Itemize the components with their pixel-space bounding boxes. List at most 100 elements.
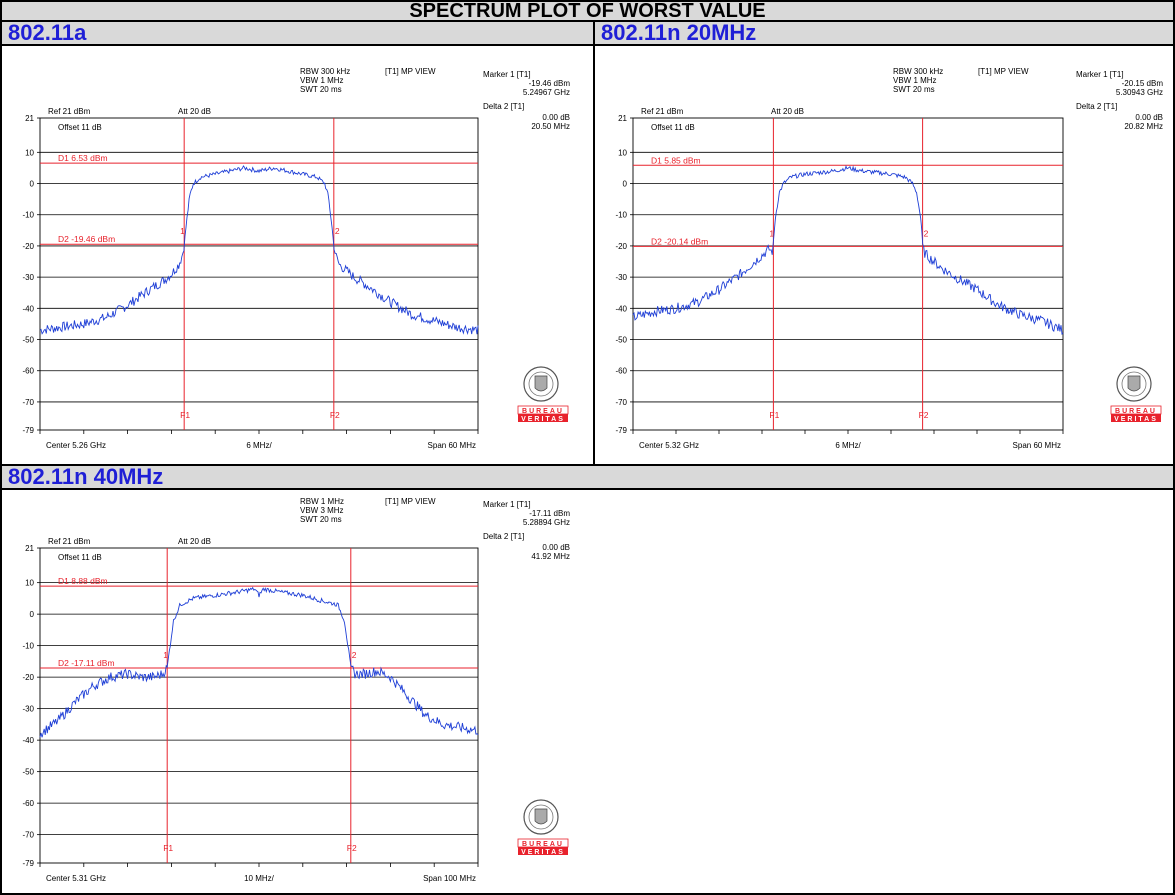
spectrum-trace: [39, 586, 479, 738]
rbw-label: RBW 1 MHz: [300, 497, 344, 506]
vbw-label: VBW 3 MHz: [300, 506, 344, 515]
ref-label: Ref 21 dBm: [641, 107, 684, 116]
view-label: [T1] MP VIEW: [385, 497, 436, 506]
delta-value: 0.00 dB: [542, 543, 570, 552]
marker-2-label: 2: [924, 228, 929, 238]
offset-label: Offset 11 dB: [58, 553, 102, 562]
logo-text-bureau: BUREAU: [522, 841, 564, 848]
d1-label: D1 8.88 dBm: [58, 576, 108, 586]
y-tick-label: 21: [25, 114, 34, 123]
marker1-value: -19.46 dBm: [529, 79, 571, 88]
f2-label: F2: [347, 843, 357, 853]
delta-label: Delta 2 [T1]: [1076, 102, 1117, 111]
d2-label: D2 -20.14 dBm: [651, 236, 708, 246]
y-tick-label: -20: [22, 242, 34, 251]
y-tick-label: -10: [22, 211, 34, 220]
plot-panel-802-11n-20mhz: [593, 46, 1175, 466]
empty-title-cell: [593, 466, 1175, 490]
marker-1-label: 1: [163, 650, 168, 660]
y-tick-label: -60: [22, 367, 34, 376]
y-tick-label: -60: [615, 367, 627, 376]
swt-label: SWT 20 ms: [300, 85, 342, 94]
y-tick-label: -50: [22, 336, 34, 345]
view-label: [T1] MP VIEW: [385, 67, 436, 76]
y-tick-label: 0: [623, 180, 628, 189]
f2-label: F2: [919, 410, 929, 420]
page-title: SPECTRUM PLOT OF WORST VALUE: [0, 0, 1175, 22]
rbw-label: RBW 300 kHz: [893, 67, 943, 76]
center-label: Center 5.32 GHz: [639, 441, 699, 450]
spectrum-trace: [39, 165, 479, 336]
y-tick-label: -40: [22, 304, 34, 313]
delta-freq: 20.82 MHz: [1124, 122, 1163, 131]
empty-plot-cell: [593, 490, 1175, 895]
logo-text-veritas: VERITAS: [521, 849, 565, 856]
y-tick-label: 10: [618, 148, 627, 157]
plot-panel-802-11n-40mhz: [0, 490, 595, 895]
y-tick-label: -30: [615, 273, 627, 282]
delta-label: Delta 2 [T1]: [483, 102, 524, 111]
att-label: Att 20 dB: [178, 107, 211, 116]
y-tick-label: -30: [22, 273, 34, 282]
y-tick-label: -70: [22, 831, 34, 840]
marker-1-label: 1: [180, 226, 185, 236]
y-tick-label: -79: [22, 426, 34, 435]
div-label: 10 MHz/: [244, 874, 275, 883]
plot-frame: [39, 117, 479, 431]
marker-1-label: 1: [769, 228, 774, 238]
marker1-value: -17.11 dBm: [529, 509, 570, 518]
logo-text-veritas: VERITAS: [1114, 416, 1158, 423]
marker-2-label: 2: [352, 650, 357, 660]
y-tick-label: 10: [25, 148, 34, 157]
y-tick-label: 21: [25, 544, 34, 553]
marker1-label: Marker 1 [T1]: [483, 500, 531, 509]
vbw-label: VBW 1 MHz: [893, 76, 937, 85]
y-tick-label: 0: [30, 180, 35, 189]
y-tick-label: -60: [22, 799, 34, 808]
y-tick-label: 21: [618, 114, 627, 123]
logo-text-veritas: VERITAS: [521, 416, 565, 423]
f2-label: F2: [330, 410, 340, 420]
delta-label: Delta 2 [T1]: [483, 532, 524, 541]
ref-label: Ref 21 dBm: [48, 537, 91, 546]
att-label: Att 20 dB: [178, 537, 211, 546]
d1-label: D1 6.53 dBm: [58, 153, 108, 163]
y-tick-label: -79: [22, 859, 34, 868]
logo-text-bureau: BUREAU: [522, 408, 564, 415]
div-label: 6 MHz/: [835, 441, 861, 450]
y-tick-label: -10: [615, 211, 627, 220]
delta-freq: 20.50 MHz: [531, 122, 570, 131]
marker-2-label: 2: [335, 226, 340, 236]
marker1-label: Marker 1 [T1]: [1076, 70, 1124, 79]
plot-title-802-11n-40mhz: 802.11n 40MHz: [0, 466, 595, 490]
y-tick-label: -79: [615, 426, 627, 435]
span-label: Span 60 MHz: [1013, 441, 1061, 450]
f1-label: F1: [163, 843, 173, 853]
spectrum-trace: [632, 165, 1064, 336]
f1-label: F1: [180, 410, 190, 420]
att-label: Att 20 dB: [771, 107, 804, 116]
plot-title-802-11n-20mhz: 802.11n 20MHz: [593, 22, 1175, 46]
y-tick-label: -40: [22, 736, 34, 745]
offset-label: Offset 11 dB: [651, 123, 695, 132]
y-tick-label: -70: [22, 398, 34, 407]
marker1-freq: 5.30943 GHz: [1116, 88, 1163, 97]
f1-label: F1: [769, 410, 779, 420]
y-tick-label: -50: [615, 336, 627, 345]
span-label: Span 100 MHz: [423, 874, 476, 883]
d1-label: D1 5.85 dBm: [651, 155, 701, 165]
y-tick-label: -20: [22, 673, 34, 682]
logo-text-bureau: BUREAU: [1115, 408, 1157, 415]
center-label: Center 5.26 GHz: [46, 441, 106, 450]
span-label: Span 60 MHz: [428, 441, 476, 450]
y-tick-label: 10: [25, 579, 34, 588]
y-tick-label: -10: [22, 642, 34, 651]
swt-label: SWT 20 ms: [300, 515, 342, 524]
plot-panel-802-11a: [0, 46, 595, 466]
